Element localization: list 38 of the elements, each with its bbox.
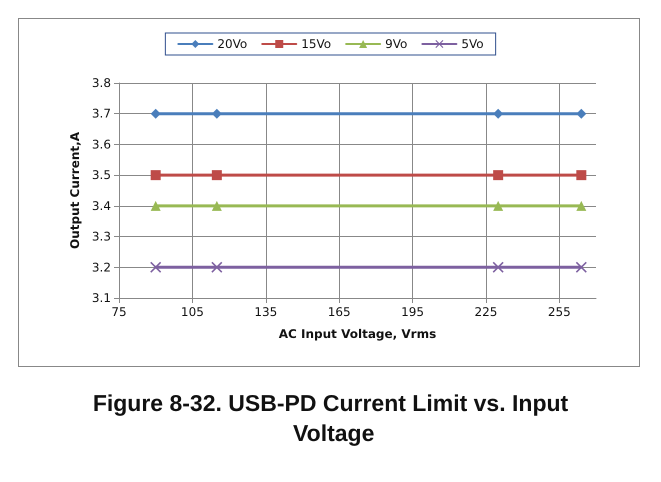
x-tick-label: 135	[254, 305, 278, 319]
y-tick-label: 3.1	[92, 291, 111, 305]
y-axis-title: Output Current,A	[68, 131, 82, 249]
x-tick-label: 105	[180, 305, 204, 319]
legend-label: 5Vo	[461, 37, 484, 51]
point	[150, 170, 161, 180]
y-tick-label: 3.5	[92, 168, 111, 182]
x-tick-label: 255	[548, 305, 571, 319]
y-tick-label: 3.7	[92, 106, 111, 121]
point	[212, 108, 222, 119]
y-tick-label: 3.8	[92, 76, 111, 90]
x-axis-title: AC Input Voltage, Vrms	[278, 327, 436, 341]
point	[493, 200, 504, 211]
point	[576, 108, 586, 119]
text: Figure 8-32. USB-PD Current Limit vs. Input Voltage	[92, 390, 569, 446]
x-tick-label: 195	[401, 305, 424, 319]
point	[150, 108, 161, 119]
point	[211, 262, 222, 273]
point	[150, 200, 161, 211]
legend-label: 20Vo	[217, 37, 248, 51]
legend-label: 15Vo	[301, 37, 332, 51]
x-tick-label: 75	[111, 305, 127, 319]
y-tick-label: 3.2	[92, 260, 111, 274]
y-tick-label: 3.6	[92, 137, 111, 152]
y-tick-label: 3.4	[92, 198, 111, 213]
x-tick-label: 225	[474, 305, 498, 319]
point	[492, 262, 504, 273]
point	[212, 170, 222, 180]
point	[576, 262, 587, 273]
point	[212, 200, 222, 211]
point	[150, 262, 162, 273]
y-tick-label: 3.3	[92, 230, 111, 244]
point	[576, 170, 586, 180]
point	[493, 108, 504, 119]
x-tick-label: 165	[328, 305, 351, 319]
legend-label: 9Vo	[385, 37, 408, 51]
point	[493, 170, 504, 180]
point	[576, 200, 586, 211]
